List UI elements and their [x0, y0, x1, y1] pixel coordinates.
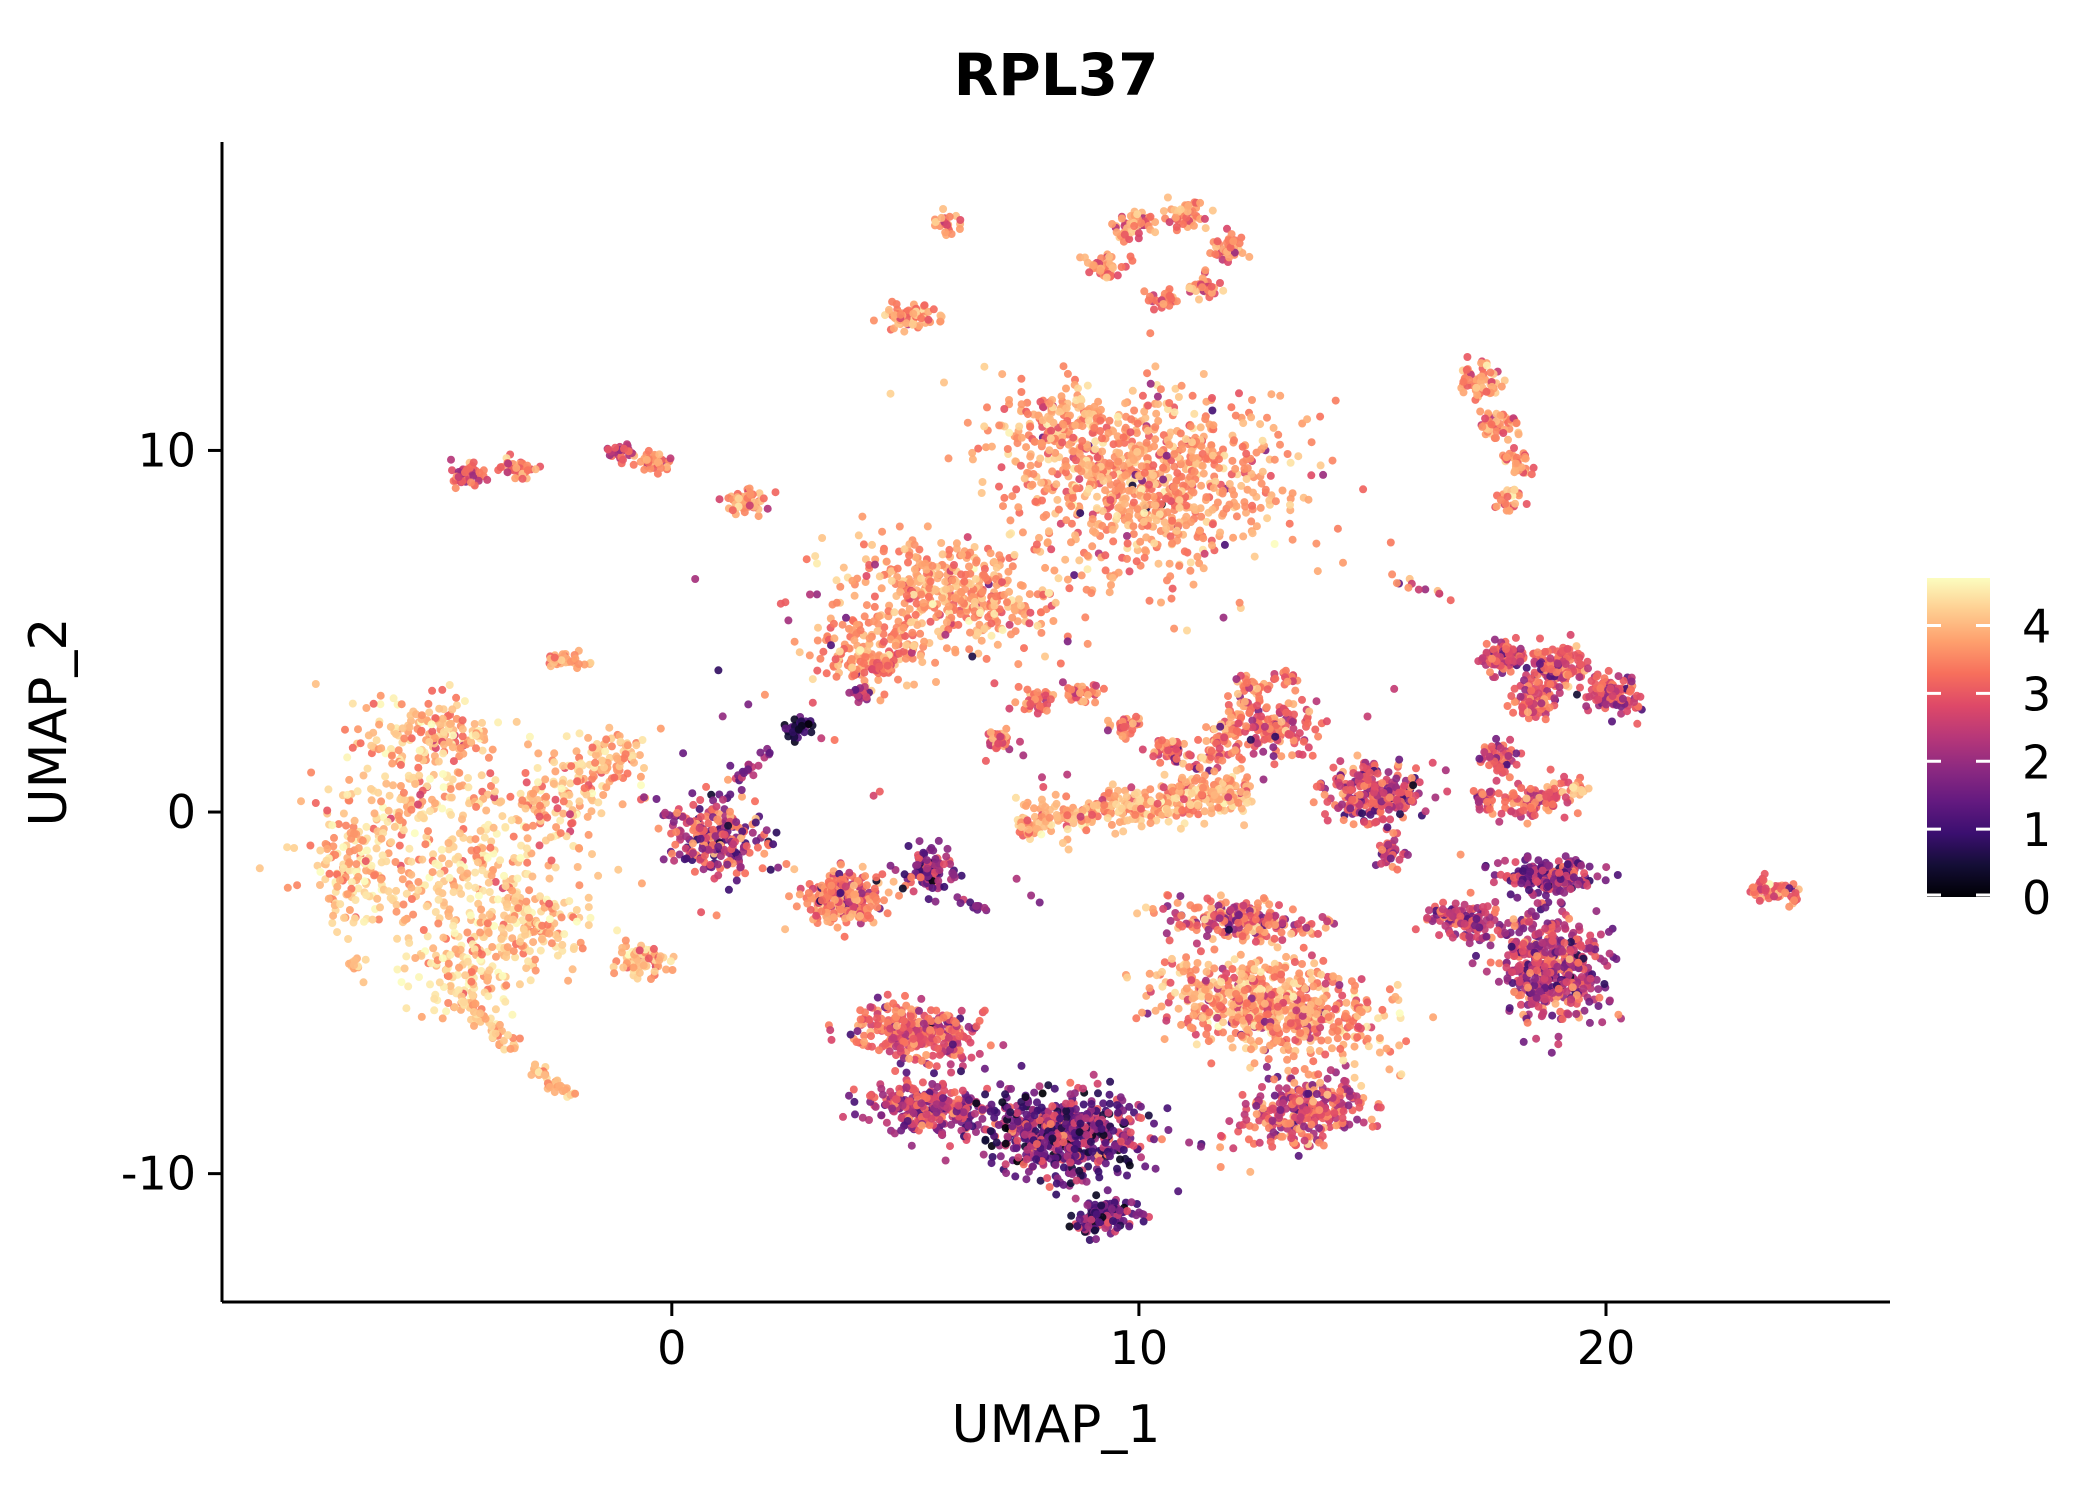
colorbar-gradient	[1927, 578, 1990, 897]
x-tick-label: 20	[1577, 1321, 1636, 1375]
colorbar-tick-label: 0	[2022, 871, 2051, 925]
axes-layer: 0 10 20 10 0 -10	[121, 142, 1890, 1375]
colorbar-tick-label: 4	[2022, 600, 2051, 654]
colorbar-legend: 4 3 2 1 0	[1927, 578, 2051, 925]
y-tick-label: -10	[121, 1147, 196, 1201]
colorbar-tick-label: 2	[2022, 735, 2051, 789]
y-axis-label: UMAP_2	[19, 618, 79, 827]
scatter-points-layer	[255, 193, 1803, 1244]
plot-title: RPL37	[954, 41, 1159, 109]
colorbar-tick-label: 1	[2022, 803, 2051, 857]
colorbar-tick-label: 3	[2022, 667, 2051, 721]
x-axis-label: UMAP_1	[952, 1395, 1161, 1455]
y-tick-label: 10	[137, 423, 196, 477]
x-tick-label: 0	[657, 1321, 686, 1375]
y-tick-label: 0	[167, 785, 196, 839]
x-tick-label: 10	[1110, 1321, 1169, 1375]
